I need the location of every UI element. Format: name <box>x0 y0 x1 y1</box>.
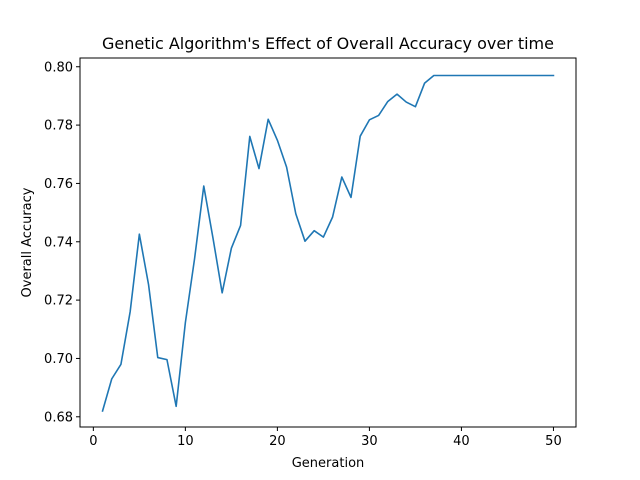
accuracy-line <box>101 74 555 412</box>
y-axis-title: Overall Accuracy <box>20 187 35 297</box>
y-tick-label: 0.70 <box>44 352 73 367</box>
x-tick-label: 50 <box>545 434 562 449</box>
x-axis-title: Generation <box>292 456 365 471</box>
x-tick-label: 0 <box>89 434 97 449</box>
axis-ticks: 0 10 20 30 40 50 0.68 0.70 0.72 0.74 0.76 0.78 0.80 <box>44 60 562 449</box>
x-tick-label: 20 <box>269 434 286 449</box>
y-tick-label: 0.72 <box>44 294 73 309</box>
x-tick-label: 10 <box>177 434 194 449</box>
plot-frame <box>79 57 577 428</box>
y-tick-label: 0.78 <box>44 119 73 134</box>
y-tick-label: 0.68 <box>44 410 73 425</box>
y-tick-label: 0.76 <box>44 177 73 192</box>
x-tick-label: 30 <box>361 434 378 449</box>
x-tick-label: 40 <box>453 434 470 449</box>
y-tick-label: 0.74 <box>44 235 73 250</box>
y-tick-label: 0.80 <box>44 60 73 75</box>
series-layer <box>101 74 555 412</box>
chart-title: Genetic Algorithm's Effect of Overall Ac… <box>102 34 554 53</box>
